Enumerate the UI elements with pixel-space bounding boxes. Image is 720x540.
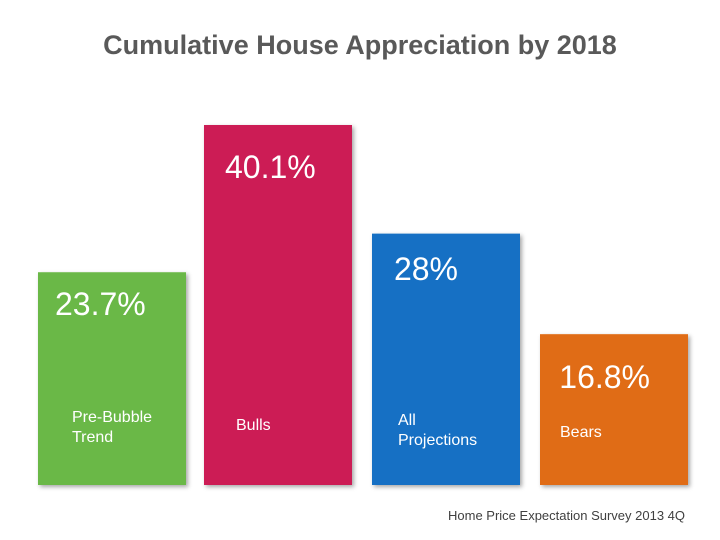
bar-bears [540, 334, 688, 485]
value-label-bears: 16.8% [559, 359, 650, 395]
bars-layer [38, 125, 688, 485]
source-note: Home Price Expectation Survey 2013 4Q [448, 508, 686, 523]
bar-all-projections [372, 233, 520, 485]
labels-layer: 23.7% Pre-Bubble Trend 40.1% Bulls 28% All Proj… [55, 149, 650, 449]
bar-bulls [204, 125, 352, 485]
category-label-bears: Bears [560, 424, 602, 441]
category-label-bulls: Bulls [236, 417, 271, 434]
bar-pre-bubble-trend [38, 272, 186, 485]
value-label-bulls: 40.1% [225, 149, 316, 185]
value-label-pre-bubble-trend: 23.7% [55, 286, 146, 322]
value-label-all-projections: 28% [394, 251, 458, 287]
chart-title: Cumulative House Appreciation by 2018 [103, 30, 617, 60]
category-label-all-projections: All Projections [398, 412, 477, 449]
category-label-pre-bubble-trend: Pre-Bubble Trend [72, 409, 152, 446]
